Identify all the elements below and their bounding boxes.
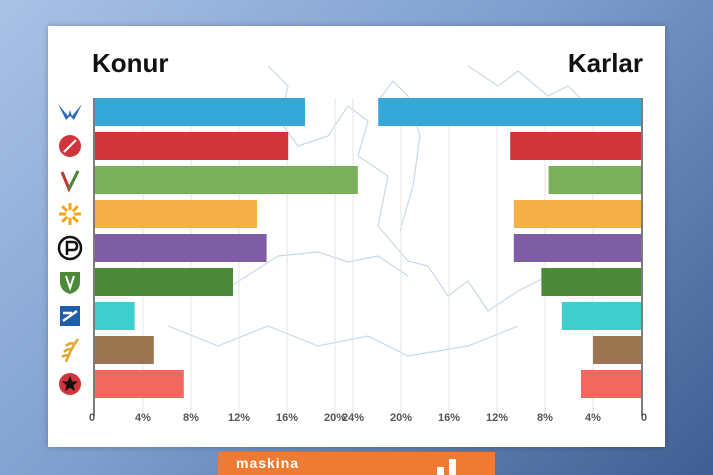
bar-karlar-vinstri-gr-n — [548, 166, 641, 194]
bar-karlar-flokkur-fo-lksins — [561, 302, 641, 330]
sun-icon — [59, 203, 81, 225]
star-icon — [59, 373, 81, 395]
bars-konur — [95, 98, 358, 398]
footer-brand-bar: maskina — [218, 452, 495, 475]
bar-karlar-vi-reisn — [513, 200, 641, 228]
vg-icon — [60, 170, 80, 193]
shield-icon — [60, 272, 80, 294]
bar-konur-vi-reisn — [95, 200, 257, 228]
tick-label: 4% — [585, 412, 601, 424]
bar-konur-samfylkingin — [95, 132, 289, 160]
bars-karlar — [378, 98, 641, 398]
bar-konur-pi-ratar — [95, 234, 267, 262]
tick-label: 12% — [486, 412, 508, 424]
bar-konur-flokkur-fo-lksins — [95, 302, 135, 330]
rose-icon — [59, 135, 81, 157]
tick-label: 8% — [537, 412, 553, 424]
tick-label: 20% — [324, 412, 346, 424]
brand-logo: maskina — [236, 455, 300, 471]
bar-konur-sja-lfst-isflokkur — [95, 98, 305, 126]
bar-karlar-sja-lfst-isflokkur — [378, 98, 641, 126]
tick-label: 16% — [438, 412, 460, 424]
tick-label: 24% — [342, 412, 364, 424]
falcon-icon — [58, 104, 82, 120]
bar-konur-mi-flokkurinn — [95, 336, 154, 364]
tick-label: 0 — [641, 412, 647, 424]
tick-label: 0 — [89, 412, 95, 424]
bar-karlar-pi-ratar — [513, 234, 641, 262]
party-icons — [57, 104, 83, 395]
left-title: Konur — [92, 48, 169, 78]
brand-bars-icon — [437, 459, 456, 475]
chart-card: 0 4% 8% 12% 16% 20% 24% 20% 16% 12% 8% 4% 0 Konur K… — [48, 26, 665, 447]
bridge-icon — [60, 306, 80, 326]
bar-karlar-mi-flokkurinn — [593, 336, 641, 364]
bar-karlar-framso-knarflokkur — [541, 268, 641, 296]
tick-label: 16% — [276, 412, 298, 424]
tick-label: 4% — [135, 412, 151, 424]
bar-karlar-samfylkingin — [510, 132, 641, 160]
tick-label: 12% — [228, 412, 250, 424]
butterfly-chart: 0 4% 8% 12% 16% 20% 24% 20% 16% 12% 8% 4% 0 — [57, 65, 647, 424]
bar-konur-so-si-alistaflokkurinn — [95, 370, 184, 398]
bar-karlar-so-si-alistaflokkurinn — [581, 370, 641, 398]
pirate-icon — [57, 235, 83, 261]
tick-label: 20% — [390, 412, 412, 424]
bar-konur-framso-knarflokkur — [95, 268, 233, 296]
right-axis-ticks: 24% 20% 16% 12% 8% 4% 0 — [342, 412, 647, 424]
tick-label: 8% — [183, 412, 199, 424]
left-axis-ticks: 0 4% 8% 12% 16% 20% — [89, 412, 346, 424]
bar-konur-vinstri-gr-n — [95, 166, 358, 194]
wheat-icon — [61, 338, 80, 363]
right-title: Karlar — [567, 48, 643, 78]
